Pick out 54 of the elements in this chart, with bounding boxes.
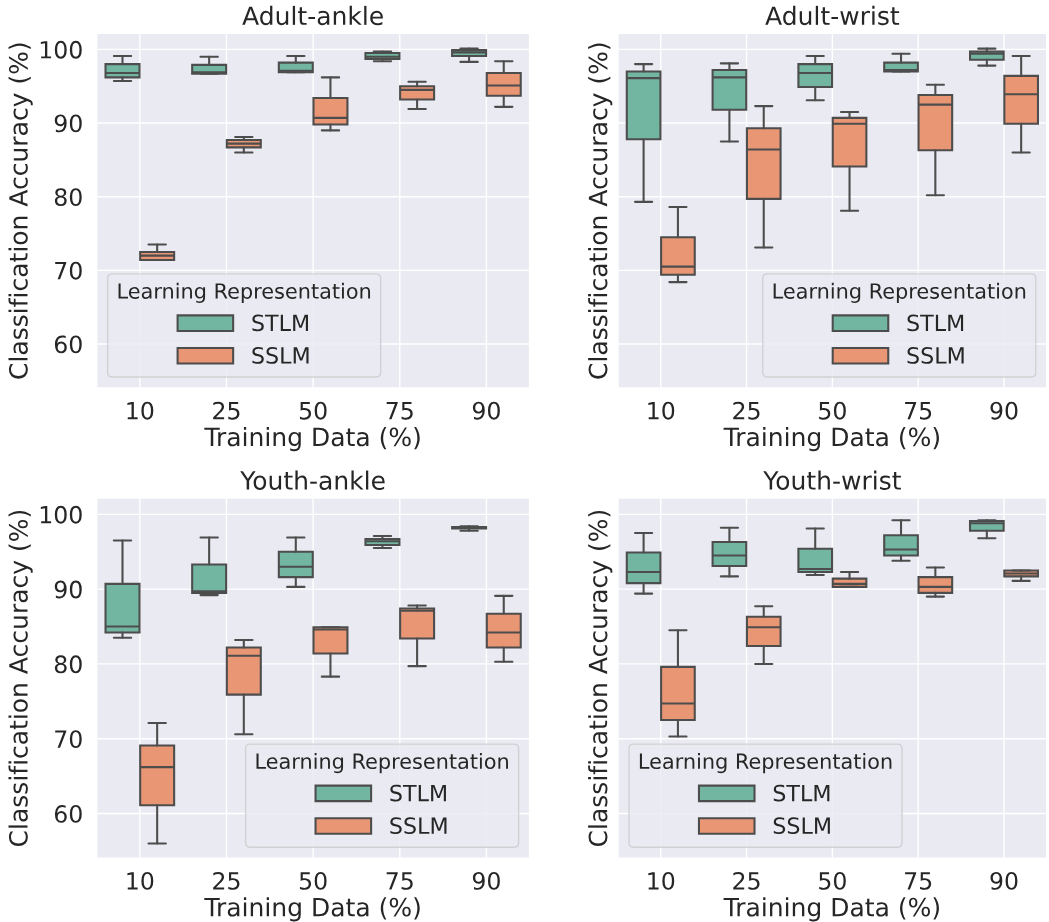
y-axis-title: Classification Accuracy (%) — [588, 510, 613, 847]
x-tick-label: 25 — [733, 401, 760, 420]
x-axis-title: Training Data (%) — [723, 897, 939, 922]
y-axis-title: Classification Accuracy (%) — [588, 43, 613, 379]
x-tick-label: 50 — [299, 871, 327, 890]
x-tick-label: 75 — [386, 402, 413, 420]
x-axis-title: Training Data (%) — [204, 897, 420, 922]
x-tick-label: 90 — [472, 871, 500, 890]
legend-label: SSLM — [390, 817, 447, 835]
legend-label: SSLM — [252, 347, 309, 364]
y-tick-label: 70 — [55, 730, 82, 749]
x-tick-label: 10 — [127, 871, 154, 890]
x-tick-label: 10 — [648, 401, 675, 420]
x-tick-label: 90 — [472, 401, 500, 420]
x-tick-label: 75 — [386, 872, 413, 890]
chart-title: Adult-ankle — [242, 5, 383, 26]
legend-label: STLM — [773, 784, 830, 802]
legend-title: Learning Representation — [256, 752, 508, 774]
y-tick-label: 100 — [40, 505, 82, 524]
x-tick-label: 50 — [819, 871, 846, 890]
chart-title: Adult-wrist — [765, 5, 900, 26]
x-tick-label: 90 — [990, 401, 1018, 420]
legend-title: Learning Representation — [118, 282, 371, 303]
chart-title: Youth-ankle — [240, 470, 385, 490]
legend-title: Learning Representation — [773, 282, 1026, 303]
x-tick-label: 10 — [648, 871, 675, 890]
y-tick-label: 60 — [54, 335, 82, 354]
legend-label: STLM — [390, 784, 446, 802]
legend-label: SSLM — [773, 817, 830, 835]
x-tick-label: 50 — [819, 401, 846, 420]
chart-title: Youth-wrist — [763, 470, 901, 490]
x-axis-title: Training Data (%) — [204, 426, 420, 452]
y-tick-label: 100 — [40, 40, 82, 59]
y-tick-label: 60 — [54, 804, 82, 823]
y-tick-label: 90 — [54, 580, 82, 599]
y-tick-label: 80 — [54, 188, 82, 206]
y-tick-label: 80 — [54, 655, 82, 674]
legend-label: STLM — [907, 314, 964, 332]
x-tick-label: 75 — [905, 402, 932, 420]
x-tick-label: 90 — [990, 871, 1018, 890]
legend-title: Learning Representation — [639, 752, 892, 774]
legend-label: SSLM — [907, 347, 964, 364]
y-axis-title: Classification Accuracy (%) — [8, 43, 33, 379]
x-tick-label: 25 — [733, 871, 760, 890]
x-axis-title: Training Data (%) — [723, 426, 939, 452]
x-tick-label: 10 — [127, 401, 154, 420]
x-tick-label: 75 — [905, 872, 932, 890]
x-tick-label: 25 — [213, 871, 240, 890]
legend-label: STLM — [252, 314, 308, 332]
x-tick-label: 50 — [299, 401, 327, 420]
y-tick-label: 90 — [54, 114, 82, 133]
y-tick-label: 70 — [55, 261, 82, 280]
x-tick-label: 25 — [213, 401, 240, 420]
y-axis-title: Classification Accuracy (%) — [8, 510, 33, 847]
